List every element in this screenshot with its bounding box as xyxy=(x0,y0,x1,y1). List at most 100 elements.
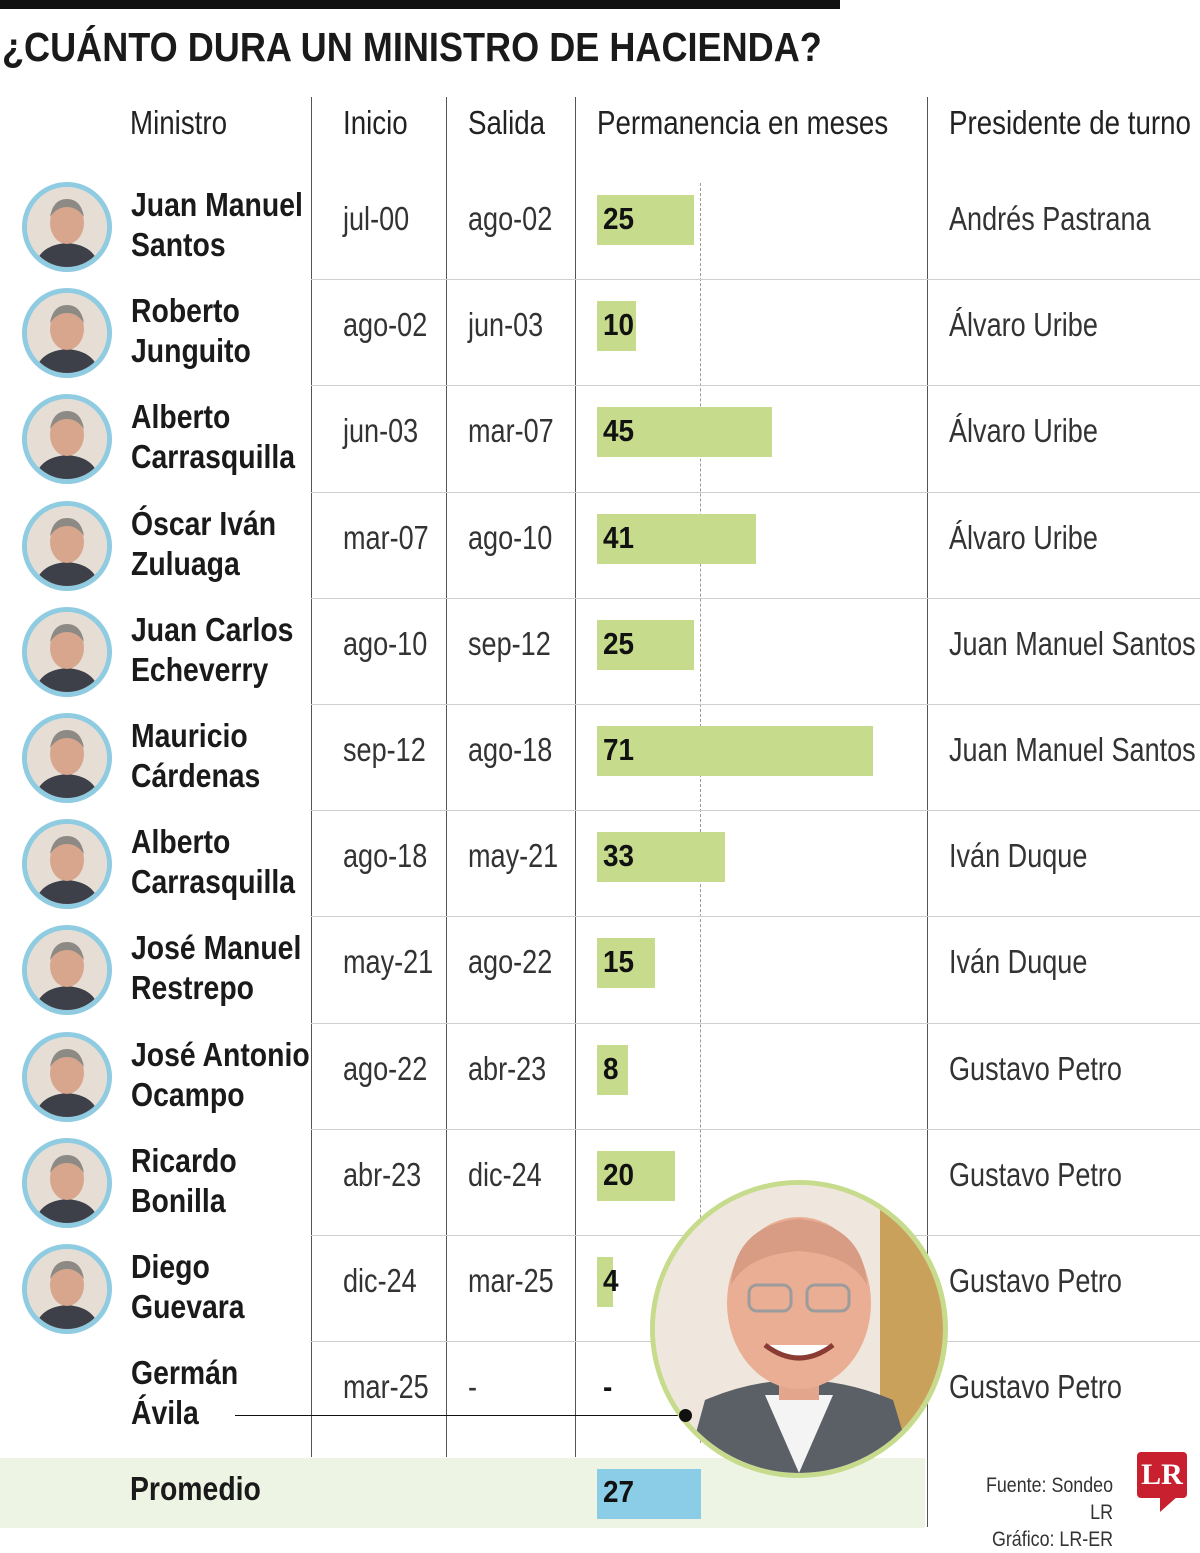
minister-name-line2: Ocampo xyxy=(131,1075,245,1113)
minister-name-line1: Óscar Iván xyxy=(131,504,277,542)
inicio-cell: mar-25 xyxy=(343,1368,429,1406)
minister-name-line2: Echeverry xyxy=(131,650,269,688)
duration-label: 25 xyxy=(603,625,635,661)
duration-bar xyxy=(597,726,873,776)
column-divider xyxy=(575,97,576,1457)
callout-line xyxy=(235,1415,686,1416)
salida-cell: ago-18 xyxy=(468,731,553,768)
salida-cell: jun-03 xyxy=(468,306,544,344)
source-line: Fuente: Sondeo LR xyxy=(985,1474,1113,1524)
row-separator xyxy=(311,704,1200,705)
top-rule xyxy=(0,0,840,9)
duration-bar xyxy=(597,407,772,458)
featured-minister-photo xyxy=(650,1180,948,1478)
row-separator xyxy=(311,279,1200,281)
minister-name-line1: José Manuel xyxy=(131,929,302,967)
duration-label: 33 xyxy=(603,838,635,874)
inicio-cell: jun-03 xyxy=(343,412,419,450)
header-salida: Salida xyxy=(468,104,546,141)
minister-avatar xyxy=(22,925,112,1016)
minister-name-line2: Cárdenas xyxy=(131,757,261,794)
column-divider xyxy=(446,97,447,1457)
minister-name-line1: Alberto xyxy=(131,823,231,861)
average-label: Promedio xyxy=(130,1470,261,1507)
inicio-cell: abr-23 xyxy=(343,1155,422,1193)
duration-bar xyxy=(597,513,757,564)
presidente-cell: Iván Duque xyxy=(949,943,1088,981)
salida-cell: abr-23 xyxy=(468,1049,547,1087)
presidente-cell: Álvaro Uribe xyxy=(949,412,1098,450)
duration-bar xyxy=(597,301,636,352)
inicio-cell: dic-24 xyxy=(343,1262,417,1299)
presidente-cell: Juan Manuel Santos xyxy=(949,624,1196,662)
duration-bar xyxy=(597,1150,675,1201)
minister-avatar xyxy=(22,1137,112,1228)
minister-name: Germán Ávila xyxy=(131,1353,238,1433)
minister-avatar xyxy=(22,713,112,803)
inicio-cell: jul-00 xyxy=(343,200,410,237)
inicio-cell: ago-10 xyxy=(343,624,428,662)
minister-name-line2: Zuluaga xyxy=(131,544,240,582)
row-separator xyxy=(311,1022,1200,1024)
minister-name-line1: Roberto xyxy=(131,292,240,330)
presidente-cell: Álvaro Uribe xyxy=(949,306,1098,344)
credit-line: Gráfico: LR-ER xyxy=(991,1528,1113,1551)
minister-name: Diego Guevara xyxy=(131,1247,245,1327)
minister-name: Alberto Carrasquilla xyxy=(131,822,295,902)
inicio-cell: ago-22 xyxy=(343,1049,428,1087)
salida-cell: ago-22 xyxy=(468,943,553,981)
salida-cell: - xyxy=(468,1368,478,1406)
row-separator xyxy=(311,597,1200,599)
minister-name: Alberto Carrasquilla xyxy=(131,397,295,477)
salida-cell: may-21 xyxy=(468,837,559,875)
duration-label: 41 xyxy=(603,519,635,555)
lr-logo: LR xyxy=(1137,1452,1187,1498)
minister-name-line1: Juan Manuel xyxy=(131,186,303,223)
duration-label: 25 xyxy=(603,201,635,236)
salida-cell: ago-10 xyxy=(468,518,553,556)
salida-cell: mar-07 xyxy=(468,412,554,450)
presidente-cell: Gustavo Petro xyxy=(949,1049,1122,1087)
duration-label: 20 xyxy=(603,1156,635,1192)
average-value: 27 xyxy=(603,1474,635,1509)
minister-name-line2: Guevara xyxy=(131,1288,245,1325)
minister-name: Ricardo Bonilla xyxy=(131,1141,237,1221)
inicio-cell: ago-02 xyxy=(343,306,428,344)
duration-label: 45 xyxy=(603,413,635,449)
minister-avatar xyxy=(22,394,112,485)
header-inicio: Inicio xyxy=(343,104,408,141)
duration-bar xyxy=(597,619,695,670)
duration-label: 15 xyxy=(603,944,635,980)
duration-label: - xyxy=(603,1369,613,1405)
page-title: ¿CUÁNTO DURA UN MINISTRO DE HACIENDA? xyxy=(2,24,822,70)
minister-name-line2: Santos xyxy=(131,226,226,263)
presidente-cell: Álvaro Uribe xyxy=(949,518,1098,556)
header-presidente: Presidente de turno xyxy=(949,104,1191,141)
salida-cell: dic-24 xyxy=(468,1155,542,1193)
row-separator xyxy=(311,491,1200,493)
inicio-cell: mar-07 xyxy=(343,518,429,556)
average-reference-line xyxy=(700,183,701,1443)
row-separator xyxy=(311,385,1200,387)
duration-bar xyxy=(597,195,695,245)
minister-name: José Manuel Restrepo xyxy=(131,928,301,1008)
presidente-cell: Iván Duque xyxy=(949,837,1088,875)
minister-name-line2: Bonilla xyxy=(131,1181,226,1219)
presidente-cell: Gustavo Petro xyxy=(949,1368,1122,1406)
duration-bar xyxy=(597,1257,613,1307)
minister-name: Juan Carlos Echeverry xyxy=(131,610,293,690)
row-separator xyxy=(311,916,1200,918)
average-bar xyxy=(597,1469,701,1519)
column-divider xyxy=(311,97,312,1457)
minister-avatar xyxy=(22,606,112,697)
callout-dot xyxy=(679,1409,692,1422)
duration-bar xyxy=(597,938,656,989)
inicio-cell: may-21 xyxy=(343,943,434,981)
column-divider xyxy=(927,97,928,1527)
minister-name-line2: Carrasquilla xyxy=(131,438,296,476)
minister-name-line1: Diego xyxy=(131,1248,210,1285)
minister-name-line1: Alberto xyxy=(131,398,231,436)
minister-name: José Antonio Ocampo xyxy=(131,1035,310,1115)
minister-name-line2: Carrasquilla xyxy=(131,863,296,901)
minister-avatar xyxy=(22,182,112,272)
